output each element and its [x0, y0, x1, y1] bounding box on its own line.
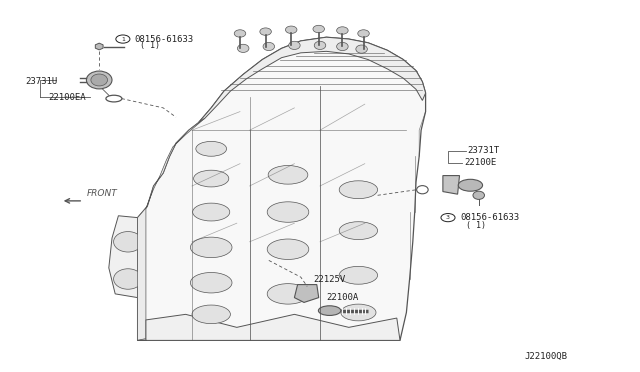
Ellipse shape: [260, 28, 271, 35]
Ellipse shape: [341, 304, 376, 321]
Ellipse shape: [356, 45, 367, 53]
Ellipse shape: [114, 269, 143, 289]
Ellipse shape: [268, 166, 308, 184]
Ellipse shape: [268, 239, 309, 260]
Ellipse shape: [458, 179, 483, 191]
Polygon shape: [109, 216, 138, 298]
Ellipse shape: [339, 181, 378, 199]
Text: 22100E: 22100E: [464, 158, 496, 167]
Text: ( 1): ( 1): [140, 41, 159, 50]
Ellipse shape: [289, 41, 300, 49]
Ellipse shape: [91, 74, 108, 86]
Polygon shape: [443, 176, 460, 194]
Ellipse shape: [285, 26, 297, 33]
Ellipse shape: [234, 30, 246, 37]
Ellipse shape: [237, 44, 249, 52]
Ellipse shape: [268, 283, 309, 304]
Ellipse shape: [194, 170, 229, 187]
Text: FRONT: FRONT: [86, 189, 117, 198]
Text: 23731T: 23731T: [467, 146, 499, 155]
Polygon shape: [198, 37, 426, 123]
Ellipse shape: [191, 272, 232, 293]
Polygon shape: [138, 37, 426, 340]
Ellipse shape: [313, 25, 324, 33]
Text: 23731U: 23731U: [26, 77, 58, 86]
Text: J22100QB: J22100QB: [525, 352, 568, 361]
Text: 22125V: 22125V: [314, 275, 346, 284]
Ellipse shape: [193, 203, 230, 221]
Text: 08156-61633: 08156-61633: [134, 35, 193, 44]
Ellipse shape: [86, 71, 112, 89]
Polygon shape: [294, 285, 319, 302]
Text: 08156-61633: 08156-61633: [461, 213, 520, 222]
Ellipse shape: [473, 191, 484, 199]
Text: 22100A: 22100A: [326, 293, 358, 302]
Ellipse shape: [192, 305, 230, 324]
Ellipse shape: [337, 42, 348, 51]
Ellipse shape: [339, 222, 378, 240]
Polygon shape: [138, 314, 400, 340]
Ellipse shape: [114, 231, 143, 252]
Polygon shape: [95, 43, 103, 50]
Ellipse shape: [196, 141, 227, 156]
Text: ( 1): ( 1): [466, 221, 486, 230]
Polygon shape: [138, 118, 205, 340]
Text: 22100EA: 22100EA: [48, 93, 86, 102]
Ellipse shape: [314, 41, 326, 49]
Ellipse shape: [191, 237, 232, 257]
Ellipse shape: [339, 266, 378, 284]
Text: 3: 3: [446, 215, 450, 220]
Ellipse shape: [358, 30, 369, 37]
Text: 1: 1: [121, 36, 125, 42]
Ellipse shape: [268, 202, 309, 222]
Ellipse shape: [337, 27, 348, 34]
Ellipse shape: [319, 306, 341, 315]
Ellipse shape: [263, 42, 275, 51]
